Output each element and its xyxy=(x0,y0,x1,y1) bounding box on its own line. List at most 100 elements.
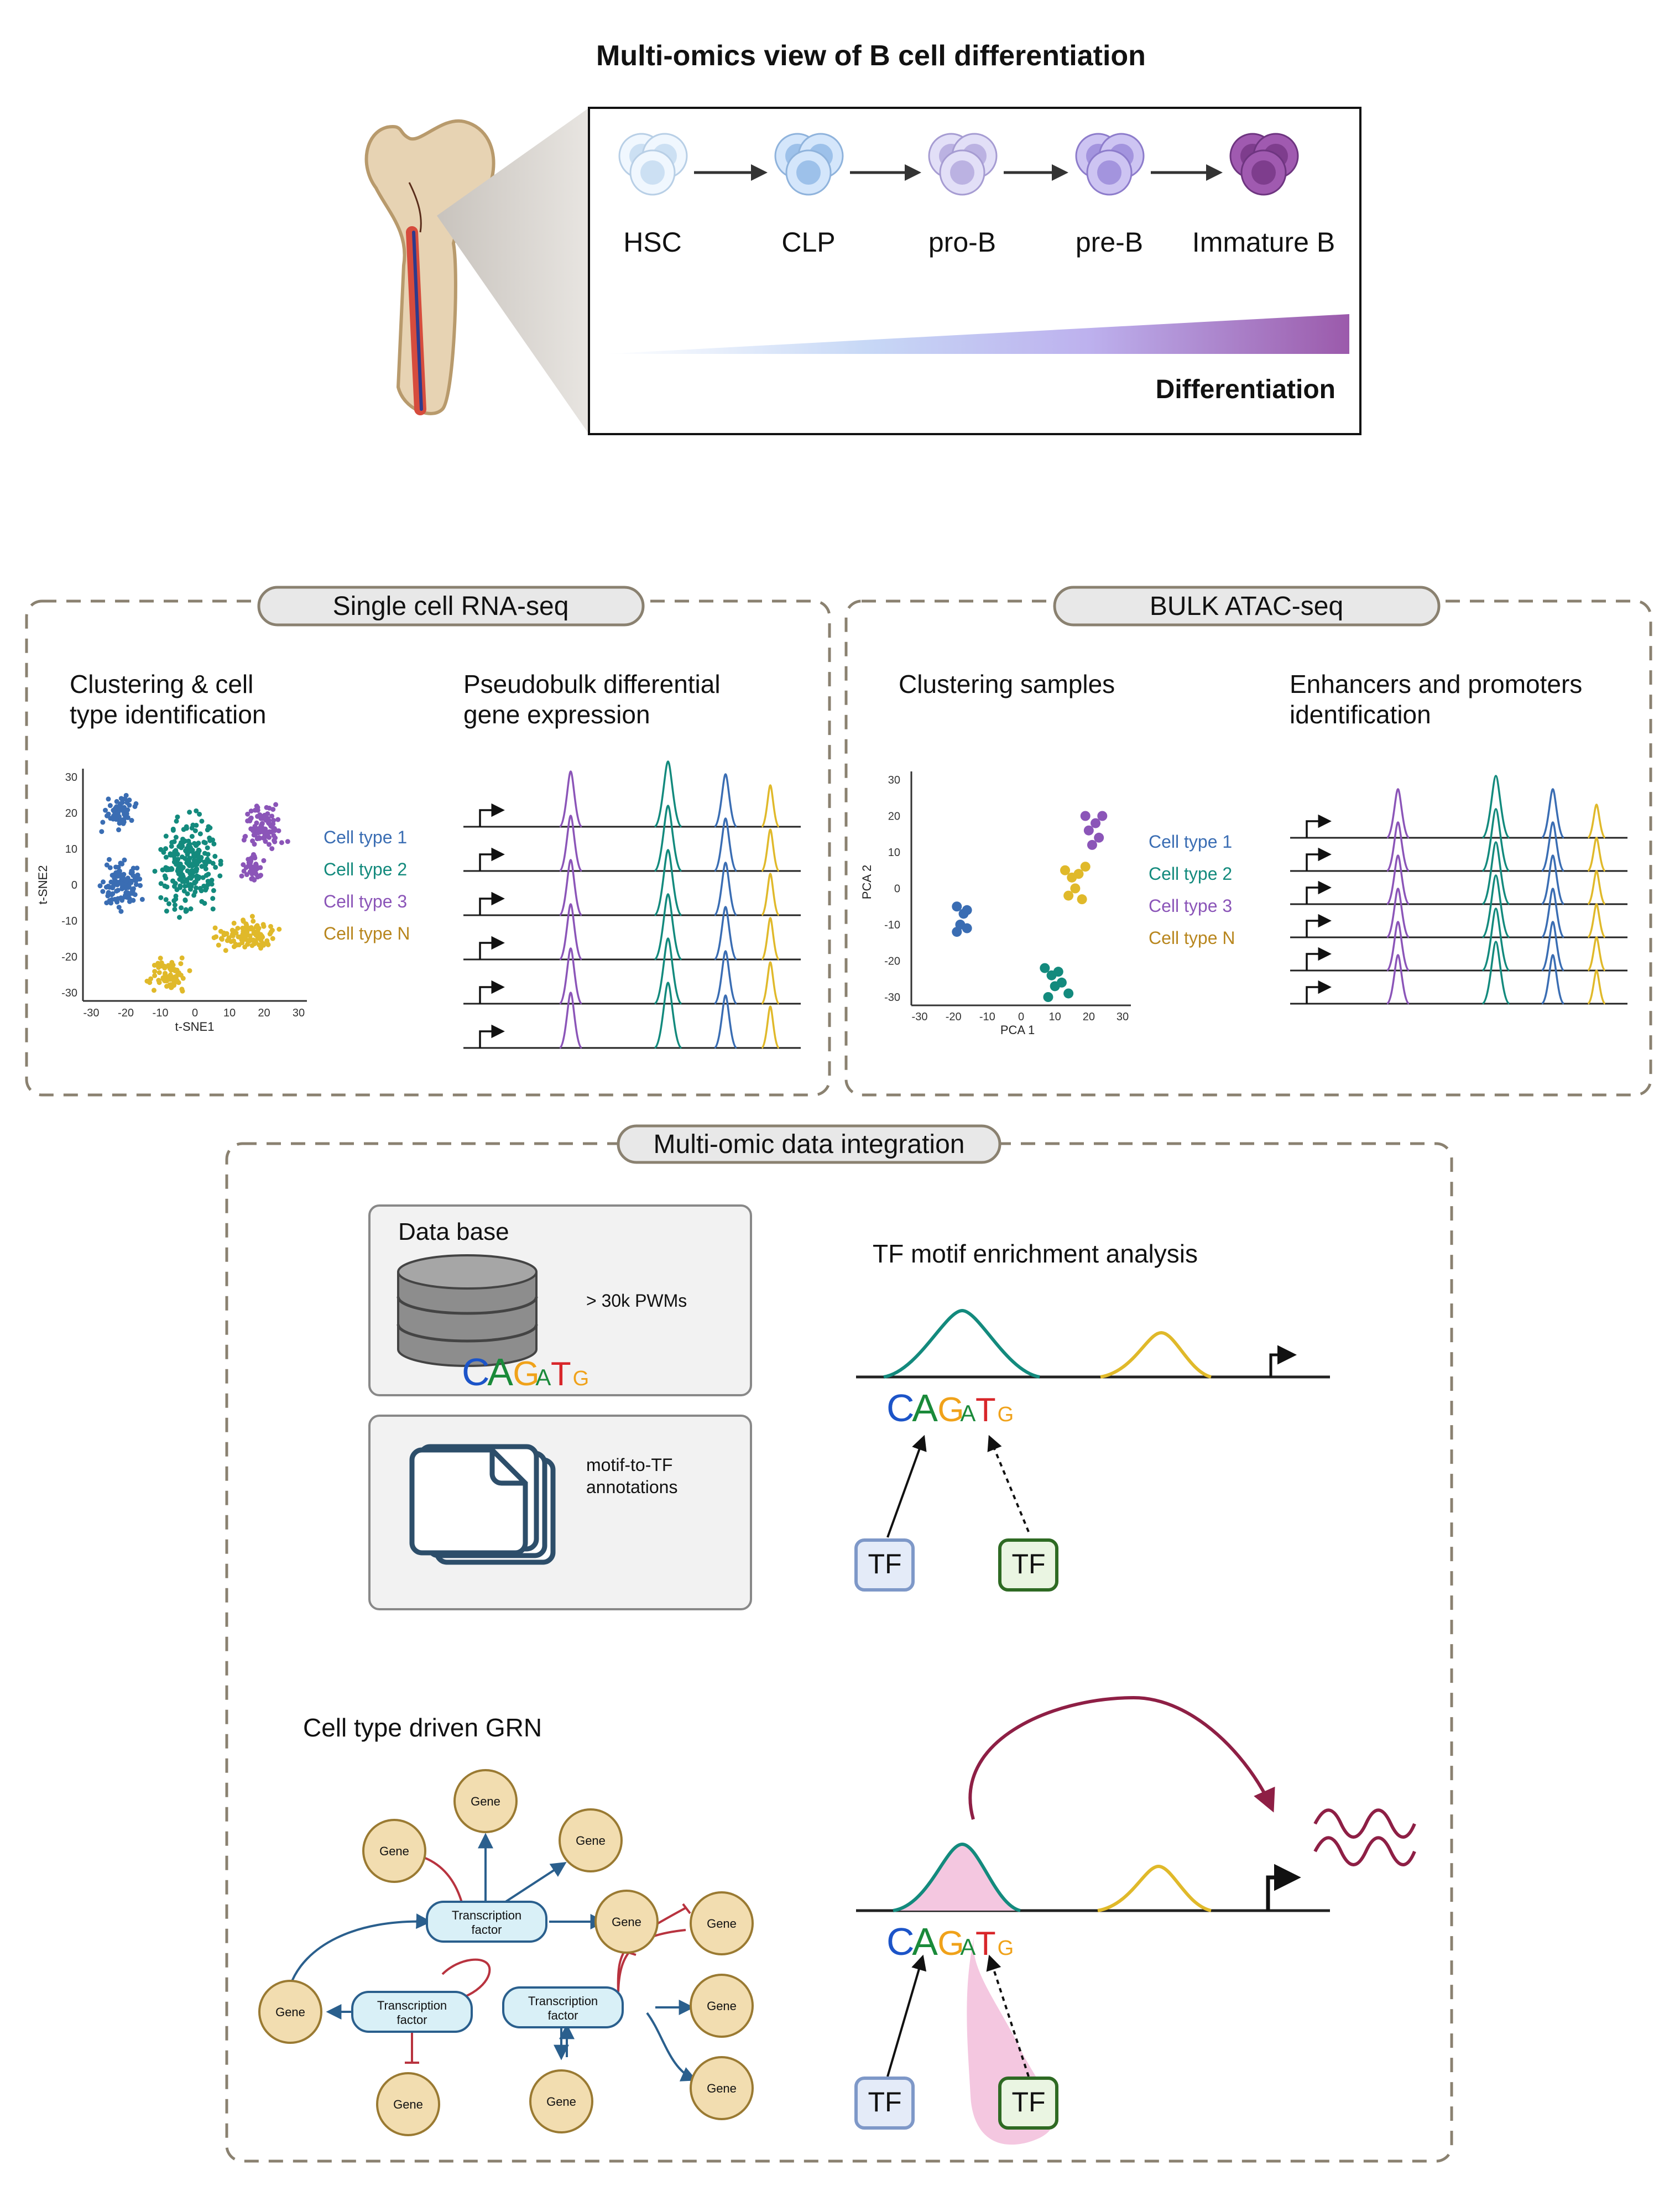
tsne-point xyxy=(183,909,189,914)
figure-title: Multi-omics view of B cell differentiati… xyxy=(596,40,1146,72)
tsne-point xyxy=(169,959,175,965)
tss-arrow-icon xyxy=(479,803,505,827)
tsne-point xyxy=(251,938,256,943)
tsne-point xyxy=(152,969,158,974)
tsne-point xyxy=(163,833,169,839)
signal-peak xyxy=(713,862,738,916)
tsne-point xyxy=(133,882,139,888)
tsne-point xyxy=(199,899,205,904)
svg-text:Gene: Gene xyxy=(379,1844,409,1858)
signal-peak xyxy=(1386,888,1410,938)
tsne-y-tick: 10 xyxy=(65,843,77,855)
track-row xyxy=(1290,907,1627,972)
tsne-point xyxy=(231,920,237,926)
tf-motif-title: TF motif enrichment analysis xyxy=(873,1239,1198,1268)
tsne-point xyxy=(221,932,227,938)
tsne-point xyxy=(269,846,275,852)
tsne-point xyxy=(103,807,108,813)
motif-letter: A xyxy=(960,1400,975,1426)
signal-peak xyxy=(1541,954,1565,1005)
signal-peak xyxy=(559,903,583,961)
signal-peak xyxy=(1481,941,1510,1005)
signal-peak xyxy=(1481,841,1510,905)
pca-x-tick: 10 xyxy=(1049,1011,1061,1023)
svg-text:factor: factor xyxy=(547,2008,578,2022)
tsne-point xyxy=(125,807,131,813)
tsne-point xyxy=(275,817,281,822)
tsne-point xyxy=(119,886,125,891)
svg-text:Gene: Gene xyxy=(707,1999,737,2013)
tsne-point xyxy=(205,827,210,833)
tsne-point xyxy=(276,926,282,932)
stage-labels: HSC CLP pro-B pre-B Immature B xyxy=(623,227,1335,258)
motif-letter: A xyxy=(960,1934,975,1960)
tsne-point xyxy=(253,863,259,868)
tsne-point xyxy=(246,863,251,869)
signal-peak xyxy=(713,994,738,1049)
tsne-point xyxy=(179,840,184,846)
tsne-point xyxy=(138,883,143,888)
scrna-header-pill xyxy=(257,586,645,627)
tsne-point xyxy=(127,899,132,904)
pca-point xyxy=(1097,811,1108,821)
pca-legend-item: Cell type N xyxy=(1149,928,1235,948)
tsne-point xyxy=(107,865,113,870)
tsne-point xyxy=(168,976,174,982)
tsne-point xyxy=(271,833,276,838)
signal-peak xyxy=(1587,870,1606,905)
pca-point xyxy=(962,905,972,915)
stage-cells xyxy=(618,133,1299,196)
tsne-point xyxy=(134,865,140,871)
tsne-point xyxy=(147,980,153,985)
tsne-point xyxy=(245,811,251,817)
tsne-point xyxy=(118,909,124,914)
signal-peak xyxy=(1541,921,1565,972)
tsne-point xyxy=(168,982,174,988)
tsne-point xyxy=(267,805,272,811)
tsne-point xyxy=(265,816,270,821)
tf-box-green xyxy=(998,1538,1058,1592)
tsne-point xyxy=(194,842,200,847)
tsne-point xyxy=(166,901,172,906)
tsne-point xyxy=(170,878,176,884)
tsne-point xyxy=(210,896,216,901)
signal-peak xyxy=(1587,837,1606,872)
tsne-point xyxy=(152,962,157,968)
signal-peak xyxy=(761,873,780,916)
signal-peak xyxy=(761,1005,780,1049)
tsne-point xyxy=(185,868,190,874)
tsne-point xyxy=(158,881,164,886)
pca-point xyxy=(1063,890,1074,901)
pca-legend-item: Cell type 2 xyxy=(1149,864,1232,884)
tsne-point xyxy=(175,857,181,862)
pca-point xyxy=(1087,839,1097,850)
tsne-point xyxy=(258,932,264,937)
grn-tf-box-blue-label: TF xyxy=(868,2086,901,2117)
tsne-plot: -30 -20 -10 0 10 20 30 30 20 10 0 -10 -20 -30 t-SNE1… xyxy=(36,769,307,1034)
tsne-point xyxy=(192,880,197,886)
signal-peak xyxy=(654,849,682,916)
motif-letter: C xyxy=(462,1350,490,1394)
tsne-point xyxy=(197,886,203,891)
tsne-point xyxy=(158,956,163,961)
signal-peak xyxy=(1587,936,1606,972)
tsne-point xyxy=(164,909,169,914)
tsne-point xyxy=(178,883,183,889)
integration-header-pill xyxy=(617,1124,1001,1164)
tsne-point xyxy=(163,846,169,852)
tsne-point xyxy=(172,967,178,972)
tsne-point xyxy=(218,928,223,934)
tsne-point xyxy=(122,894,128,900)
tsne-point xyxy=(156,964,161,970)
tsne-point xyxy=(231,938,236,943)
tsne-point xyxy=(112,879,118,884)
tsne-point xyxy=(217,873,223,879)
tsne-point xyxy=(173,834,179,840)
grn-tf-box-green xyxy=(998,2077,1058,2130)
motif-letter: G xyxy=(998,1403,1014,1426)
tsne-point xyxy=(182,884,187,889)
tsne-point xyxy=(177,877,182,882)
tsne-point xyxy=(264,831,270,836)
annotation-label-line1: motif-to-TF xyxy=(586,1455,672,1475)
